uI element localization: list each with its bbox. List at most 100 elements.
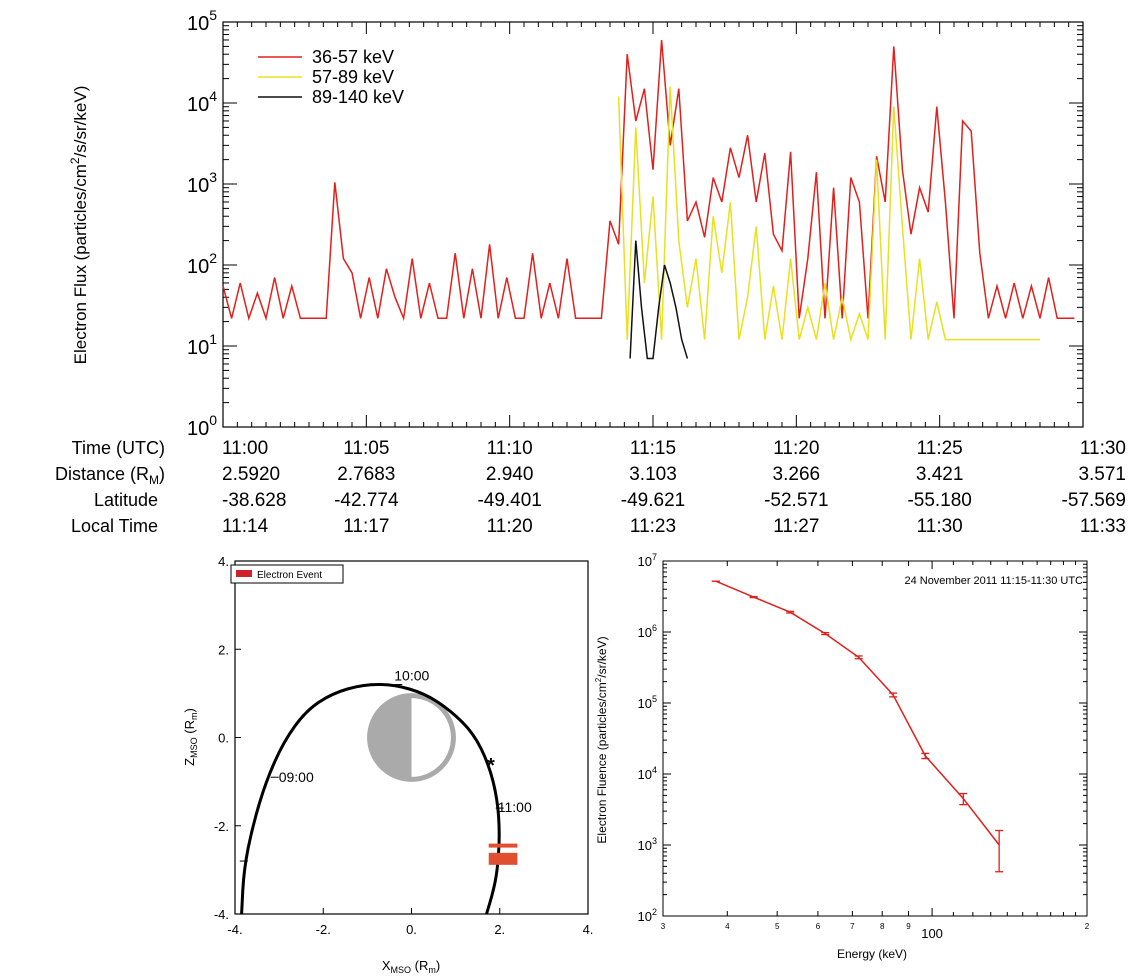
table-cell: 3.421 xyxy=(916,464,964,485)
table-cell: 2.5920 xyxy=(222,464,280,485)
legend-label: 57-89 keV xyxy=(312,67,394,87)
fluence-y-tick-base: 10 xyxy=(638,554,652,569)
table-cell: 3.266 xyxy=(773,464,821,485)
fluence-y-tick-label: 106 xyxy=(638,623,657,640)
table-cell: -55.180 xyxy=(907,490,971,511)
table-cell: 11:30 xyxy=(917,516,963,537)
fluence-y-tick-base: 10 xyxy=(638,838,652,853)
fluence-y-tick-label: 104 xyxy=(638,765,657,782)
row-label-time: Time (UTC) xyxy=(72,438,165,458)
fluence-y-tick-label: 107 xyxy=(638,552,657,569)
orbit-y-tick-label: -4. xyxy=(214,907,229,922)
orbit-time-label: 10:00 xyxy=(394,668,429,684)
fluence-x-tick-label: 100 xyxy=(921,926,943,941)
orbit-marks: 10:00 09:00 11:00 * xyxy=(239,668,532,865)
y-tick-base: 10 xyxy=(187,337,209,359)
y-tick-label: 100 xyxy=(187,412,217,440)
y-tick-exponent: 0 xyxy=(209,412,217,428)
orbit-legend-box xyxy=(230,564,344,584)
flux-series xyxy=(222,39,1075,360)
fluence-x-tick-label: 3 xyxy=(661,922,666,931)
y-tick-label: 105 xyxy=(187,7,217,35)
orbit-y-tick-label: -2. xyxy=(214,819,229,834)
orbit-x-tick-label: -4. xyxy=(227,922,242,937)
table-cell: 11:14 xyxy=(222,516,269,537)
flux-series-0 xyxy=(222,39,1075,322)
fluence-y-tick-exponent: 2 xyxy=(652,907,657,917)
planet-night-side xyxy=(369,695,412,780)
y-tick-exponent: 2 xyxy=(209,250,217,266)
orbit-x-axis-label: XMSO (Rm) xyxy=(382,958,440,975)
y-tick-exponent: 3 xyxy=(209,169,217,185)
orbit-panel: -4. -2. 0. 2. 4. 4. 2. 0. -2. -4. 10:00 09:00 11:00… xyxy=(182,554,593,975)
orbit-x-tick-label: 4. xyxy=(583,922,594,937)
fluence-y-tick-exponent: 7 xyxy=(652,552,657,562)
flux-ticks xyxy=(222,22,1084,428)
table-cell: -52.571 xyxy=(764,490,828,511)
orbit-y-axis-label: ZMSO (Rm) xyxy=(182,708,199,766)
fluence-plot-frame xyxy=(662,560,1088,917)
table-cell: 3.571 xyxy=(1078,464,1126,485)
orbit-x-tick-label: -2. xyxy=(316,922,331,937)
table-cell: 11:33 xyxy=(1080,516,1126,537)
fluence-x-tick-label: 2 xyxy=(1085,922,1090,931)
table-cell: 11:20 xyxy=(487,516,533,537)
row-label-local-time: Local Time xyxy=(71,516,158,536)
fluence-x-tick-label: 6 xyxy=(816,922,821,931)
table-cell: 2.940 xyxy=(486,464,534,485)
fluence-x-tick-label: 4 xyxy=(725,922,730,931)
table-cell: 11:27 xyxy=(773,516,819,537)
fluence-line xyxy=(715,580,1000,846)
y-tick-label: 104 xyxy=(187,88,217,116)
y-tick-exponent: 5 xyxy=(209,7,217,23)
table-cell: -38.628 xyxy=(222,490,286,511)
spacecraft-marker: * xyxy=(487,755,495,777)
flux-series-1 xyxy=(617,86,1040,343)
flux-series-2 xyxy=(629,240,689,360)
orbit-x-tick-label: 0. xyxy=(406,922,417,937)
orbit-trajectory xyxy=(240,682,501,915)
electron-event-marker xyxy=(488,843,518,848)
fluence-y-axis-label: Electron Fluence (particles/cm2/sr/keV) xyxy=(594,636,609,843)
table-values: 11:00 11:05 11:10 11:15 11:20 11:25 11:30 2.592… xyxy=(222,438,1126,537)
y-tick-base: 10 xyxy=(187,13,209,35)
electron-event-marker xyxy=(488,852,518,865)
table-cell: -57.569 xyxy=(1062,490,1126,511)
fluence-y-tick-base: 10 xyxy=(638,767,652,782)
y-tick-base: 10 xyxy=(187,94,209,116)
y-tick-exponent: 4 xyxy=(209,88,217,104)
orbit-legend-label: Electron Event xyxy=(257,570,322,581)
orbit-legend: Electron Event xyxy=(230,564,344,584)
orbit-y-tick-label: 0. xyxy=(218,731,229,746)
table-cell: 2.7683 xyxy=(337,464,395,485)
fluence-x-axis-label: Energy (keV) xyxy=(837,947,907,961)
row-label-latitude: Latitude xyxy=(94,490,158,510)
planet-mercury xyxy=(367,693,456,782)
y-tick-exponent: 1 xyxy=(209,331,217,347)
table-cell: 11:25 xyxy=(917,438,963,459)
fluence-x-tick-label: 7 xyxy=(850,922,855,931)
fluence-x-tick-label: 8 xyxy=(880,922,885,931)
orbit-ticks: -4. -2. 0. 2. 4. 4. 2. 0. -2. -4. xyxy=(214,554,594,937)
fluence-y-tick-label: 102 xyxy=(638,907,657,924)
fluence-y-tick-label: 105 xyxy=(638,694,657,711)
row-label-distance: Distance (RM) xyxy=(55,464,165,487)
fluence-y-tick-exponent: 6 xyxy=(652,623,657,633)
table-cell: -49.621 xyxy=(621,490,685,511)
table-cell: 11:23 xyxy=(630,516,676,537)
table-cell: 11:10 xyxy=(487,438,533,459)
y-tick-base: 10 xyxy=(187,256,209,278)
table-cell: 11:17 xyxy=(343,516,389,537)
y-tick-label: 103 xyxy=(187,169,217,197)
fluence-y-tick-base: 10 xyxy=(638,625,652,640)
table-cell: 3.103 xyxy=(629,464,677,485)
fluence-series xyxy=(711,580,1004,873)
legend-label: 36-57 keV xyxy=(312,47,394,67)
orbit-y-tick-label: 4. xyxy=(218,554,229,569)
